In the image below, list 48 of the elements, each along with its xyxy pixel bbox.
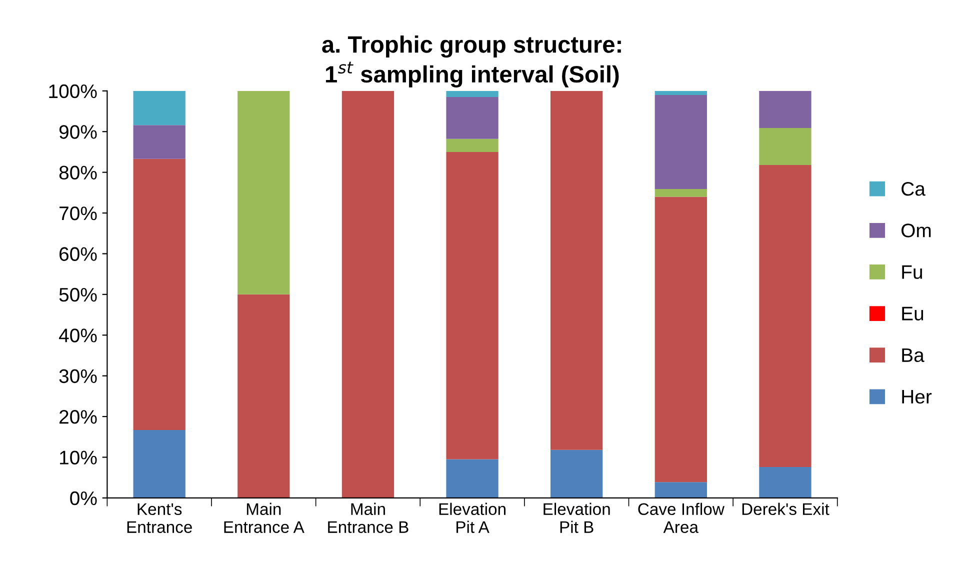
- x-tick-label: Cave Inflow Area: [638, 502, 724, 533]
- legend-label: Om: [902, 224, 931, 238]
- legend-label: Her: [902, 390, 932, 404]
- bar: [654, 482, 707, 498]
- y-tick-label: 90%: [59, 125, 97, 139]
- bar: [759, 90, 812, 128]
- bar: [446, 152, 498, 460]
- bar: [133, 158, 186, 430]
- y-tick-label: 20%: [60, 410, 97, 424]
- bar: [654, 189, 707, 197]
- bar: [446, 97, 498, 139]
- bar: [446, 138, 498, 152]
- bar: [133, 125, 186, 159]
- bar: [550, 90, 603, 450]
- y-tick-label: 70%: [60, 206, 97, 220]
- bar: [238, 294, 290, 498]
- chart-title: a. Trophic group structure: 1$^{st}$ sampling interval (Soil): [322, 36, 621, 88]
- bar: [759, 467, 812, 498]
- bar: [654, 196, 707, 482]
- x-tick-label: Elevation Pit A: [439, 502, 506, 533]
- y-tick-label: 50%: [59, 288, 97, 302]
- bar: [133, 430, 186, 498]
- bar: [238, 90, 290, 294]
- y-tick-label: 40%: [58, 328, 97, 342]
- bar: [342, 90, 394, 498]
- bar: [446, 459, 498, 498]
- y-tick-label: 100%: [49, 84, 97, 98]
- bar: [550, 450, 603, 498]
- x-tick-label: Main Entrance B: [328, 502, 408, 533]
- x-tick-label: Elevation Pit B: [544, 502, 610, 533]
- x-tick-label: Kent's Entrance: [127, 503, 192, 533]
- y-tick-label: 30%: [59, 369, 97, 384]
- x-tick-label: Derek's Exit: [742, 502, 830, 516]
- y-tick-label: 0%: [70, 491, 97, 506]
- legend-label: Eu: [902, 306, 924, 320]
- y-tick-label: 80%: [59, 166, 97, 180]
- legend-label: Ca: [902, 182, 926, 196]
- bar: [759, 128, 812, 165]
- y-tick-label: 60%: [60, 247, 97, 261]
- legend-label: Ba: [902, 348, 924, 362]
- bar: [133, 90, 186, 126]
- bar: [759, 164, 812, 468]
- y-tick-label: 10%: [60, 450, 97, 464]
- bar: [446, 90, 498, 98]
- bar: [654, 90, 707, 95]
- legend-label: Fu: [902, 265, 922, 279]
- x-tick-label: Main Entrance A: [224, 502, 304, 533]
- bar: [654, 94, 707, 189]
